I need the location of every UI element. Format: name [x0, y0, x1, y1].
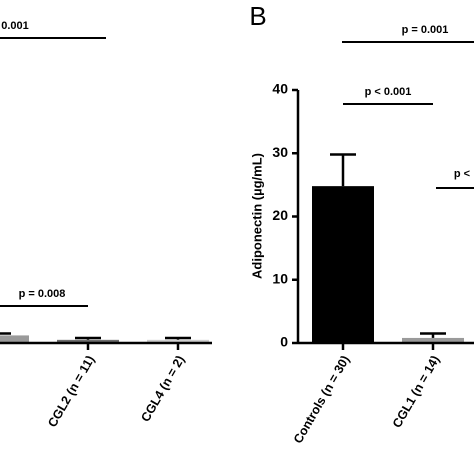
significance-label: p < 0.001 [365, 86, 412, 98]
y-axis-label: Adiponectin (µg/mL) [249, 153, 264, 279]
significance-label: 0.001 [1, 20, 29, 32]
significance-label: p = 0.008 [19, 288, 66, 300]
x-tick-label: Controls (n = 30) [291, 353, 353, 446]
significance-label: p < [454, 168, 470, 180]
bar [0, 335, 29, 343]
x-tick-label: CGL4 (n = 2) [138, 353, 187, 424]
bar [402, 337, 464, 343]
y-tick-label: 30 [272, 144, 288, 160]
panel-label: B [249, 1, 266, 31]
x-tick-label: CGL2 (n = 11) [45, 353, 97, 429]
bar [147, 339, 209, 343]
y-tick-label: 20 [272, 207, 288, 223]
bar [312, 186, 374, 343]
significance-label: p = 0.001 [402, 24, 449, 36]
y-tick-label: 40 [272, 81, 288, 97]
y-tick-label: 10 [272, 270, 288, 286]
bar [57, 339, 119, 343]
y-tick-label: 0 [280, 334, 288, 350]
x-tick-label: CGL1 (n = 14) [390, 353, 443, 430]
